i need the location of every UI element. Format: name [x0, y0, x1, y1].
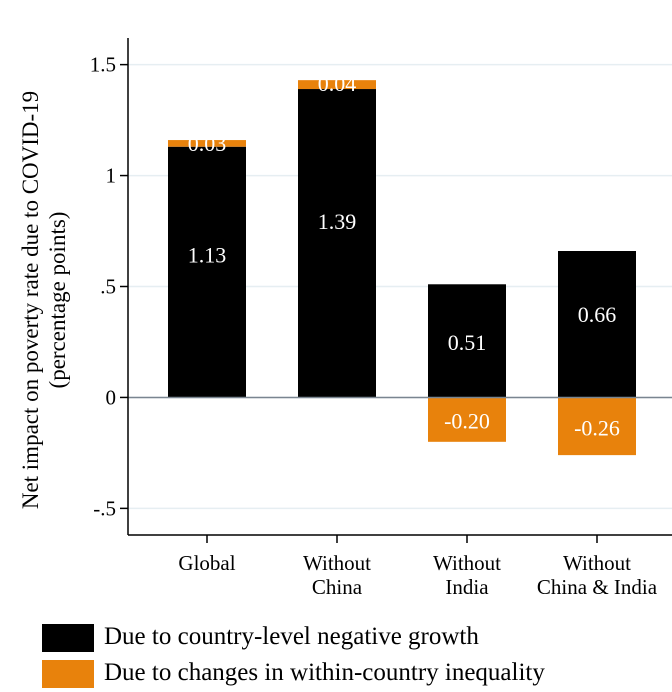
x-tick-label: Global	[178, 551, 235, 575]
data-label-inequality: -0.20	[444, 409, 490, 434]
data-label-growth: 1.39	[318, 209, 357, 234]
bar-inequality	[168, 140, 246, 147]
data-label-inequality: 0.03	[188, 131, 227, 156]
x-tick-label: Without China & India	[537, 551, 658, 599]
y-tick-label: -.5	[93, 496, 116, 520]
legend-swatch-inequality	[42, 660, 94, 688]
legend-swatch-growth	[42, 624, 94, 652]
data-label-growth: 0.66	[578, 302, 617, 327]
bar-inequality	[298, 80, 376, 90]
legend-label-growth: Due to country-level negative growth	[104, 623, 479, 650]
data-label-inequality: 0.04	[318, 71, 357, 96]
bar-growth	[558, 251, 636, 398]
y-axis-title: Net impact on poverty rate due to COVID-…	[18, 91, 70, 509]
legend-label-inequality: Due to changes in within-country inequal…	[104, 659, 545, 686]
bar-growth	[168, 146, 246, 398]
x-tick-label: Without China	[303, 551, 371, 599]
y-tick-label: 0	[106, 385, 117, 409]
bar-inequality	[428, 397, 506, 442]
data-labels: 1.13 0.03 1.39 0.04 0.51 -0.20 0.66 -0.26	[188, 71, 620, 440]
y-tick-label: 1.5	[90, 53, 116, 77]
y-tick-label: 1	[106, 164, 117, 188]
bar-inequality	[558, 397, 636, 456]
bar-growth	[428, 284, 506, 398]
data-label-growth: 0.51	[448, 330, 487, 355]
bar-growth	[298, 89, 376, 398]
data-label-inequality: -0.26	[574, 415, 620, 440]
bars	[168, 80, 636, 456]
y-tick-label: .5	[100, 275, 116, 299]
x-tick-label: Without India	[433, 551, 501, 599]
data-label-growth: 1.13	[188, 242, 227, 267]
